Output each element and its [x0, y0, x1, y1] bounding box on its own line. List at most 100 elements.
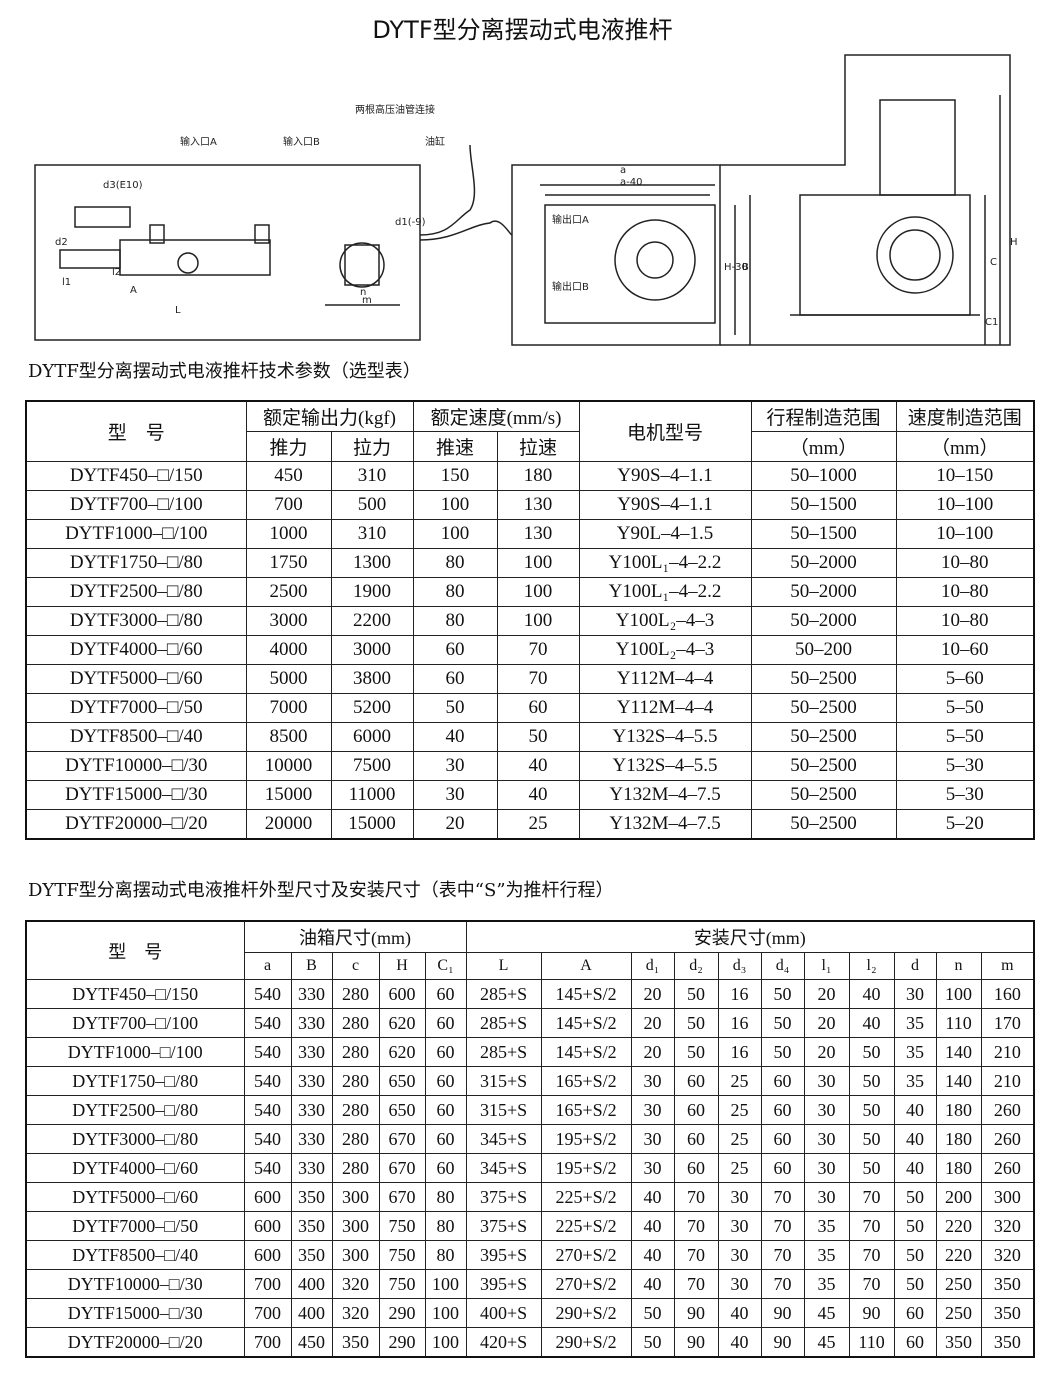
table-cell: 35	[803, 1240, 850, 1270]
table-cell: Y100L₂–4–3	[578, 606, 752, 636]
drawing-label: L	[175, 305, 181, 316]
table-cell: 30	[803, 1153, 850, 1183]
table-cell: 320	[331, 1298, 380, 1328]
table-cell: 16	[717, 979, 762, 1009]
table-cell: 60	[673, 1066, 719, 1096]
table-cell: 180	[935, 1124, 982, 1154]
table-cell: 30	[412, 751, 498, 781]
table-cell: 80	[424, 1211, 467, 1241]
table-cell: 40	[630, 1211, 675, 1241]
table-cell: 60	[760, 1066, 805, 1096]
table-cell: 10–100	[895, 490, 1035, 520]
drawing-label: H	[1010, 237, 1018, 248]
table-cell: 1750	[245, 548, 332, 578]
table-cell: 315+S	[465, 1095, 542, 1125]
table-row: DYTF15000–□/30 700 400 320 290 100 400+S 290+S/…	[25, 1298, 1035, 1328]
drawing-lines	[34, 54, 1011, 346]
table-cell: 270+S/2	[540, 1240, 632, 1270]
table-cell: 60	[424, 1037, 467, 1067]
table-cell: Y100L₁–4–2.2	[578, 577, 752, 607]
table-cell: DYTF15000–□/30	[25, 1298, 245, 1328]
drawing-label: n	[360, 287, 366, 298]
table-cell: Y112M–4–4	[578, 664, 752, 694]
table-cell: 100	[496, 577, 580, 607]
table-row: DYTF1000–□/100 1000 310 100 130 Y90L–4–1.5 50–…	[25, 519, 1035, 549]
table-cell: 3800	[330, 664, 414, 694]
table-cell: 40	[893, 1095, 937, 1125]
table-cell: 650	[378, 1095, 426, 1125]
table-row: DYTF4000–□/60 540 330 280 670 60 345+S 195+S/2 3…	[25, 1153, 1035, 1183]
table-cell: 260	[980, 1095, 1035, 1125]
drawing-label: 输出口B	[552, 280, 589, 293]
drawing-label: B	[742, 262, 749, 273]
table-cell: n	[935, 952, 982, 980]
table-cell: 280	[331, 1066, 380, 1096]
table-cell: d₁	[630, 952, 675, 980]
table-cell: 10–80	[895, 577, 1035, 607]
table-cell: 50	[760, 979, 805, 1009]
table-cell: 70	[673, 1240, 719, 1270]
table-cell: 540	[243, 1066, 292, 1096]
table-row: DYTF8500–□/40 8500 6000 40 50 Y132S–4–5.5 50–2…	[25, 722, 1035, 752]
table-cell: 225+S/2	[540, 1211, 632, 1241]
table-cell: 70	[848, 1182, 895, 1212]
table-cell: 35	[893, 1066, 937, 1096]
drawing-label: d3(E10)	[103, 180, 143, 191]
table-cell: d	[893, 952, 937, 980]
table-cell: 600	[243, 1211, 292, 1241]
table-cell: 拉速	[496, 431, 580, 462]
table-cell: 10–80	[895, 548, 1035, 578]
table-cell: 280	[331, 979, 380, 1009]
table-caption: DYTF型分离摆动式电液推杆外型尺寸及安装尺寸（表中“S”为推杆行程）	[28, 880, 614, 901]
table-cell: 45	[803, 1298, 850, 1328]
table-cell: 30	[717, 1182, 762, 1212]
drawing-label: m	[362, 295, 372, 306]
table-cell: DYTF2500–□/80	[25, 577, 247, 607]
table-cell: H	[378, 952, 426, 980]
table-caption: DYTF型分离摆动式电液推杆技术参数（选型表）	[28, 361, 421, 382]
table-cell: 70	[848, 1240, 895, 1270]
table-cell: 50	[848, 1037, 895, 1067]
page-title: DYTF型分离摆动式电液推杆	[372, 16, 673, 44]
table-cell: 140	[935, 1037, 982, 1067]
table-cell: 90	[760, 1298, 805, 1328]
table-row: DYTF1750–□/80 540 330 280 650 60 315+S 165+S/2 3…	[25, 1066, 1035, 1096]
table-cell: 395+S	[465, 1269, 542, 1299]
table-cell: 100	[935, 979, 982, 1009]
table-cell: 50	[848, 1066, 895, 1096]
table-cell: 45	[803, 1327, 850, 1358]
table-cell: 290	[378, 1327, 426, 1358]
table-cell: 250	[935, 1298, 982, 1328]
table-cell: Y132M–4–7.5	[578, 780, 752, 810]
drawing-label: l1	[62, 277, 71, 288]
table-cell: 70	[673, 1211, 719, 1241]
table-cell: 30	[717, 1240, 762, 1270]
table-cell: 330	[290, 1008, 333, 1038]
table-cell: 50	[760, 1008, 805, 1038]
drawing-label: a	[620, 165, 626, 176]
table-cell: 670	[378, 1153, 426, 1183]
table-cell: 30	[412, 780, 498, 810]
table-cell: 315+S	[465, 1066, 542, 1096]
table-cell: 280	[331, 1124, 380, 1154]
table-cell: 50–2000	[750, 548, 897, 578]
table-cell: 320	[980, 1211, 1035, 1241]
table-cell: 700	[243, 1298, 292, 1328]
table-cell: 50	[630, 1327, 675, 1358]
table-cell: 50	[893, 1240, 937, 1270]
table-cell: 70	[848, 1211, 895, 1241]
table-cell: DYTF10000–□/30	[25, 1269, 245, 1299]
table-cell: 25	[717, 1066, 762, 1096]
table-cell: 7000	[245, 693, 332, 723]
table-cell: 5–30	[895, 751, 1035, 781]
table-cell: 50	[630, 1298, 675, 1328]
table-cell: 20	[803, 1037, 850, 1067]
table-cell: 7500	[330, 751, 414, 781]
table-cell: DYTF3000–□/80	[25, 606, 247, 636]
table-cell: 10–80	[895, 606, 1035, 636]
table-cell: 60	[424, 1124, 467, 1154]
table-cell: 60	[673, 1095, 719, 1125]
table-cell: d₂	[673, 952, 719, 980]
table-cell: 60	[424, 1095, 467, 1125]
table-cell: 30	[803, 1124, 850, 1154]
